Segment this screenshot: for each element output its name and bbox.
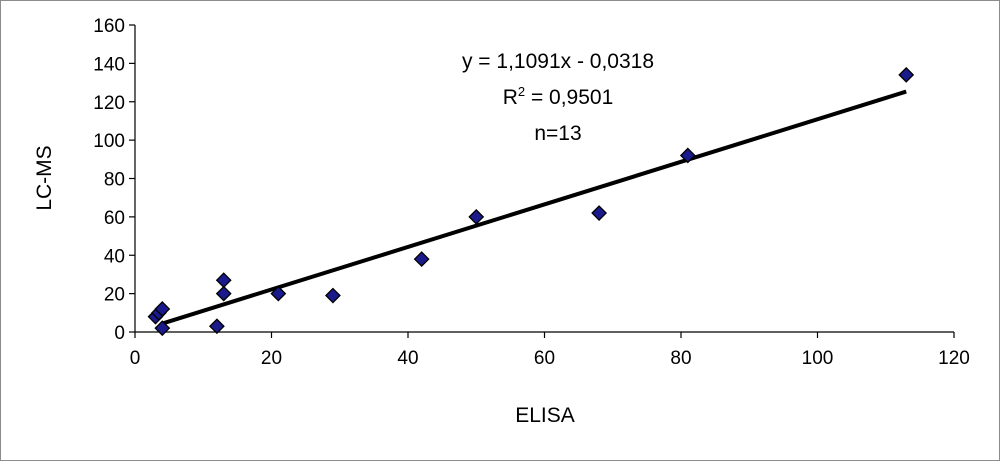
y-tick-label: 60 [104, 208, 125, 229]
y-tick-label: 140 [93, 54, 125, 75]
data-point [679, 147, 696, 164]
x-axis-title: ELISA [515, 404, 575, 427]
y-axis-title: LC-MS [33, 145, 56, 210]
data-point [468, 208, 485, 225]
x-tick-label: 80 [670, 348, 691, 369]
r-squared-superscript: 2 [518, 84, 525, 99]
data-point [154, 320, 171, 337]
data-point [413, 251, 430, 268]
data-point [215, 272, 232, 289]
data-point [270, 285, 287, 302]
y-tick-label: 20 [104, 285, 125, 306]
y-ticks: 0 20 40 60 80 100 120 140 160 [93, 16, 135, 344]
data-points [147, 66, 915, 337]
data-point [154, 301, 171, 317]
y-tick-label: 100 [93, 131, 125, 152]
data-point [215, 285, 232, 302]
r-squared: R2 = 0,9501 [503, 84, 614, 109]
data-point [325, 287, 341, 304]
sample-count: n=13 [534, 122, 581, 145]
x-tick-label: 20 [261, 348, 282, 369]
y-tick-label: 120 [93, 93, 125, 114]
x-tick-label: 120 [938, 348, 970, 369]
x-tick-label: 0 [130, 348, 141, 369]
y-tick-label: 80 [104, 170, 125, 191]
data-point [591, 205, 608, 221]
x-tick-label: 100 [802, 348, 834, 369]
r-squared-prefix: R [503, 86, 518, 109]
y-tick-label: 160 [93, 16, 125, 37]
r-squared-value: = 0,9501 [525, 86, 613, 109]
x-tick-label: 40 [397, 348, 418, 369]
y-tick-label: 40 [104, 246, 125, 267]
trendline [161, 89, 907, 326]
data-point [898, 66, 915, 83]
x-ticks: 0 20 40 60 80 100 120 [130, 332, 970, 369]
data-point [208, 318, 225, 335]
x-tick-label: 60 [534, 348, 555, 369]
trend-equation: y = 1,1091x - 0,0318 [462, 50, 654, 73]
y-tick-label: 0 [114, 323, 125, 344]
